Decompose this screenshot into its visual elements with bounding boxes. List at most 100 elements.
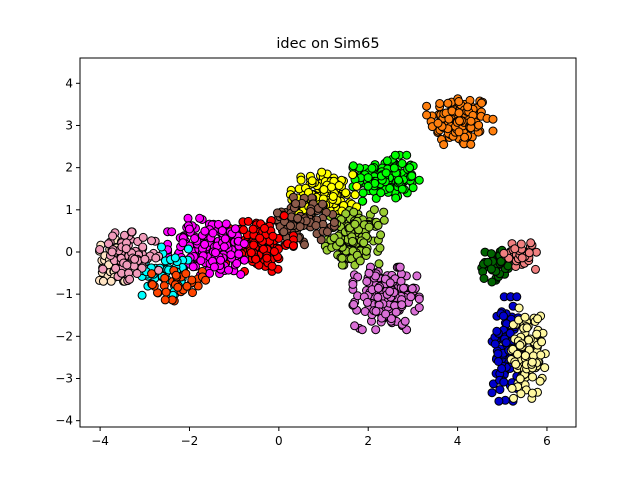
x-tick-label: −4 <box>91 434 109 448</box>
data-point-cluster-11 <box>138 242 148 252</box>
data-point-cluster-3 <box>335 237 345 247</box>
data-point-cluster-9 <box>171 270 181 280</box>
data-point-cluster-7 <box>217 226 227 236</box>
data-point-cluster-5 <box>386 314 396 324</box>
data-point-cluster-13 <box>531 264 540 274</box>
data-point-cluster-0 <box>474 120 484 130</box>
data-point-cluster-4 <box>291 199 301 209</box>
data-point-cluster-5 <box>362 277 372 286</box>
data-point-cluster-11 <box>121 244 131 254</box>
y-tick-label: 3 <box>65 118 73 132</box>
data-point-cluster-13 <box>526 238 536 248</box>
data-point-cluster-14 <box>499 377 509 387</box>
data-point-cluster-1 <box>348 161 358 171</box>
data-point-cluster-15 <box>507 383 517 393</box>
x-axis: −4 −2 0 2 4 6 <box>91 427 551 448</box>
data-point-cluster-7 <box>178 238 188 248</box>
data-point-cluster-5 <box>400 316 410 326</box>
data-point-cluster-6 <box>262 253 272 263</box>
data-point-cluster-1 <box>405 163 415 173</box>
y-tick-label: 0 <box>65 245 73 259</box>
data-point-cluster-7 <box>221 219 231 229</box>
data-point-cluster-7 <box>190 234 200 243</box>
data-point-cluster-14 <box>494 396 504 406</box>
x-tick-label: 2 <box>364 434 372 448</box>
data-point-cluster-3 <box>373 220 383 230</box>
data-point-cluster-15 <box>536 350 546 360</box>
data-point-cluster-14 <box>487 388 497 398</box>
data-point-cluster-6 <box>239 225 248 235</box>
data-point-cluster-4 <box>300 240 309 250</box>
data-point-cluster-5 <box>385 278 395 288</box>
data-point-cluster-6 <box>279 211 289 221</box>
data-point-cluster-6 <box>251 254 261 264</box>
data-point-cluster-15 <box>520 351 530 361</box>
data-point-cluster-5 <box>406 292 416 302</box>
data-point-cluster-15 <box>532 329 542 339</box>
data-point-cluster-5 <box>399 283 409 293</box>
data-point-cluster-6 <box>243 216 253 226</box>
data-point-cluster-5 <box>371 306 381 316</box>
data-point-cluster-3 <box>359 238 369 248</box>
data-point-cluster-5 <box>350 321 360 331</box>
data-point-cluster-9 <box>173 282 183 292</box>
data-point-cluster-2 <box>334 181 344 190</box>
data-point-cluster-15 <box>524 335 534 345</box>
data-point-cluster-6 <box>246 248 256 258</box>
data-point-cluster-7 <box>208 228 218 238</box>
data-point-cluster-14 <box>499 311 508 321</box>
data-point-cluster-9 <box>147 280 157 290</box>
data-point-cluster-6 <box>248 224 258 234</box>
data-point-cluster-6 <box>288 241 298 251</box>
data-point-cluster-4 <box>293 213 303 223</box>
data-point-cluster-1 <box>382 156 392 166</box>
data-point-cluster-14 <box>493 349 503 359</box>
data-point-cluster-7 <box>230 224 240 234</box>
data-point-cluster-1 <box>390 150 400 160</box>
data-point-cluster-0 <box>454 108 464 118</box>
x-tick-label: −2 <box>181 434 199 448</box>
data-point-cluster-1 <box>371 193 381 203</box>
data-point-cluster-2 <box>350 190 360 200</box>
data-point-cluster-11 <box>104 239 113 249</box>
data-point-cluster-5 <box>364 268 374 278</box>
data-point-cluster-4 <box>279 227 289 237</box>
data-point-cluster-11 <box>132 269 142 278</box>
data-point-cluster-3 <box>375 243 385 253</box>
data-point-cluster-15 <box>533 314 543 324</box>
data-point-cluster-0 <box>454 97 464 106</box>
data-point-cluster-5 <box>407 284 417 294</box>
data-point-cluster-10 <box>98 276 108 286</box>
data-point-cluster-12 <box>486 249 496 259</box>
data-point-cluster-7 <box>167 227 177 237</box>
data-point-cluster-0 <box>466 139 476 149</box>
data-point-cluster-0 <box>454 127 464 137</box>
data-point-cluster-3 <box>379 215 389 225</box>
y-axis: −4 −3 −2 −1 0 1 2 3 4 <box>55 76 80 428</box>
data-point-cluster-8 <box>137 290 147 300</box>
data-point-cluster-7 <box>195 213 205 223</box>
data-point-cluster-15 <box>515 374 525 384</box>
data-point-cluster-11 <box>130 254 140 264</box>
data-point-cluster-11 <box>95 245 105 254</box>
data-point-cluster-15 <box>522 323 532 333</box>
data-point-cluster-11 <box>147 236 156 246</box>
data-point-cluster-1 <box>407 171 417 181</box>
data-point-cluster-1 <box>414 175 424 185</box>
data-point-cluster-0 <box>477 98 486 108</box>
data-point-cluster-11 <box>140 254 150 264</box>
data-point-cluster-15 <box>528 372 537 382</box>
data-point-cluster-9 <box>187 275 197 285</box>
data-point-cluster-9 <box>201 275 211 285</box>
data-point-cluster-2 <box>348 170 358 180</box>
data-point-cluster-7 <box>209 262 219 272</box>
data-point-cluster-3 <box>364 222 374 232</box>
data-point-cluster-7 <box>184 224 194 234</box>
data-point-cluster-5 <box>412 271 422 281</box>
data-point-cluster-15 <box>509 393 518 403</box>
data-point-cluster-2 <box>352 181 362 191</box>
data-point-cluster-9 <box>181 269 191 279</box>
data-point-cluster-5 <box>348 279 358 289</box>
